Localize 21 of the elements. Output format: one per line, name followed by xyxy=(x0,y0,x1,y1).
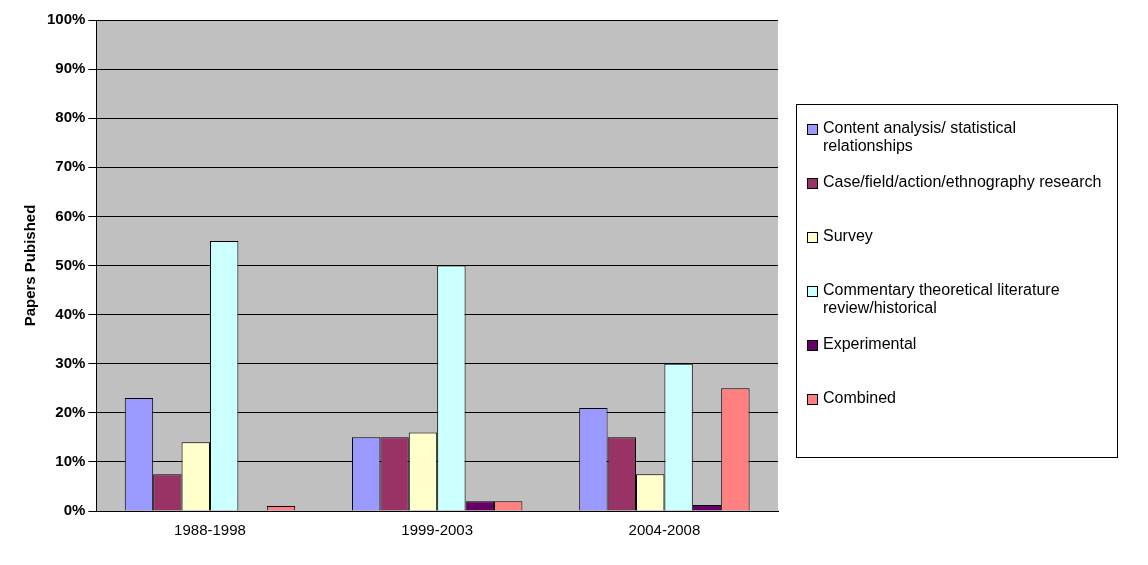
x-tick-label: 1999-2003 xyxy=(401,521,474,539)
y-tick-label: 50% xyxy=(55,255,86,273)
legend-label: Commentary theoretical literature review/historical xyxy=(823,280,1061,317)
y-tick-label: 20% xyxy=(55,402,86,420)
legend-label: Survey xyxy=(823,226,873,245)
x-tick-label: 1988-1998 xyxy=(174,521,246,539)
y-tick-label: 0% xyxy=(63,501,86,519)
legend-label: Combined xyxy=(823,388,896,407)
legend-label: Experimental xyxy=(823,334,917,353)
legend-label: Content analysis/ statistical relationships xyxy=(823,118,1017,155)
y-axis-title: Papers Pubished xyxy=(21,204,39,327)
y-tick-label: 70% xyxy=(55,157,86,175)
y-tick-label: 40% xyxy=(55,304,86,322)
y-tick-label: 80% xyxy=(55,108,86,126)
y-tick-label: 60% xyxy=(55,206,86,224)
x-tick-label: 2004-2008 xyxy=(628,521,701,539)
y-tick-label: 10% xyxy=(55,452,86,470)
legend-label: Case/field/action/ethnography research xyxy=(823,172,1102,191)
y-tick-label: 100% xyxy=(46,10,86,28)
y-tick-label: 30% xyxy=(55,353,86,371)
y-tick-label: 90% xyxy=(55,59,86,77)
